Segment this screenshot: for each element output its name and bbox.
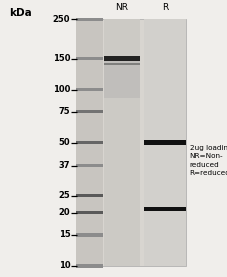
Bar bbox=[104, 56, 140, 61]
Bar bbox=[104, 63, 140, 65]
Bar bbox=[144, 140, 186, 145]
Bar bbox=[76, 194, 103, 198]
Text: 75: 75 bbox=[59, 107, 70, 116]
Text: R: R bbox=[162, 4, 168, 12]
Text: 20: 20 bbox=[59, 208, 70, 217]
Text: 37: 37 bbox=[59, 161, 70, 170]
Text: 15: 15 bbox=[59, 230, 70, 239]
Bar bbox=[104, 56, 140, 98]
Text: 50: 50 bbox=[59, 138, 70, 147]
Text: 2ug loading
NR=Non-
reduced
R=reduced: 2ug loading NR=Non- reduced R=reduced bbox=[190, 145, 227, 176]
Bar bbox=[144, 207, 186, 211]
Bar bbox=[76, 164, 103, 167]
Bar bbox=[76, 110, 103, 113]
Bar bbox=[76, 18, 103, 21]
Text: 25: 25 bbox=[59, 191, 70, 200]
Bar bbox=[76, 19, 103, 266]
Text: 150: 150 bbox=[53, 54, 70, 63]
Text: 100: 100 bbox=[53, 85, 70, 94]
Text: NR: NR bbox=[115, 4, 128, 12]
Bar bbox=[76, 19, 186, 266]
Bar bbox=[76, 57, 103, 60]
Bar bbox=[76, 264, 103, 268]
Bar bbox=[104, 19, 140, 266]
Text: 10: 10 bbox=[59, 261, 70, 270]
Bar bbox=[76, 233, 103, 237]
Text: kDa: kDa bbox=[9, 8, 32, 18]
Text: 250: 250 bbox=[53, 15, 70, 24]
Bar bbox=[144, 19, 186, 266]
Bar bbox=[76, 88, 103, 91]
Bar bbox=[76, 211, 103, 214]
Bar bbox=[76, 141, 103, 144]
